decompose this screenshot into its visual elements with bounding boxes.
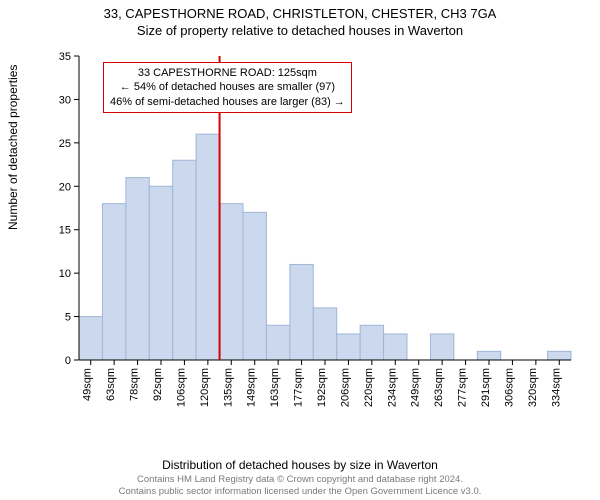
svg-text:163sqm: 163sqm <box>269 368 281 407</box>
svg-text:78sqm: 78sqm <box>129 368 141 401</box>
annotation-line-2: ← 54% of detached houses are smaller (97… <box>110 80 345 94</box>
chart-title-block: 33, CAPESTHORNE ROAD, CHRISTLETON, CHEST… <box>0 0 600 40</box>
svg-text:192sqm: 192sqm <box>316 368 328 407</box>
svg-text:63sqm: 63sqm <box>105 368 117 401</box>
annotation-line-1: 33 CAPESTHORNE ROAD: 125sqm <box>110 66 345 80</box>
svg-text:30: 30 <box>59 94 71 106</box>
svg-text:149sqm: 149sqm <box>246 368 258 407</box>
footer-line-1: Contains HM Land Registry data © Crown c… <box>0 474 600 486</box>
svg-text:92sqm: 92sqm <box>152 368 164 401</box>
svg-text:106sqm: 106sqm <box>175 368 187 407</box>
svg-text:120sqm: 120sqm <box>199 368 211 407</box>
title-line-2: Size of property relative to detached ho… <box>0 23 600 40</box>
title-line-1: 33, CAPESTHORNE ROAD, CHRISTLETON, CHEST… <box>0 6 600 23</box>
svg-text:49sqm: 49sqm <box>82 368 94 401</box>
svg-text:10: 10 <box>59 268 71 280</box>
svg-text:5: 5 <box>65 312 71 324</box>
svg-text:291sqm: 291sqm <box>480 368 492 407</box>
svg-text:263sqm: 263sqm <box>433 368 445 407</box>
svg-text:35: 35 <box>59 51 71 63</box>
svg-text:15: 15 <box>59 225 71 237</box>
svg-text:306sqm: 306sqm <box>503 368 515 407</box>
svg-text:334sqm: 334sqm <box>550 368 562 407</box>
footer-line-2: Contains public sector information licen… <box>0 486 600 498</box>
svg-text:0: 0 <box>65 355 71 367</box>
svg-text:20: 20 <box>59 181 71 193</box>
footer-attribution: Contains HM Land Registry data © Crown c… <box>0 474 600 498</box>
annotation-line-3: 46% of semi-detached houses are larger (… <box>110 95 345 109</box>
x-axis-label: Distribution of detached houses by size … <box>0 458 600 472</box>
svg-text:25: 25 <box>59 138 71 150</box>
svg-text:220sqm: 220sqm <box>363 368 375 407</box>
svg-text:234sqm: 234sqm <box>386 368 398 407</box>
svg-text:206sqm: 206sqm <box>339 368 351 407</box>
svg-text:277sqm: 277sqm <box>457 368 469 407</box>
annotation-box: 33 CAPESTHORNE ROAD: 125sqm ← 54% of det… <box>103 62 352 113</box>
svg-text:177sqm: 177sqm <box>293 368 305 407</box>
svg-text:320sqm: 320sqm <box>527 368 539 407</box>
svg-text:135sqm: 135sqm <box>222 368 234 407</box>
svg-text:249sqm: 249sqm <box>410 368 422 407</box>
y-axis-label: Number of detached properties <box>6 65 20 230</box>
